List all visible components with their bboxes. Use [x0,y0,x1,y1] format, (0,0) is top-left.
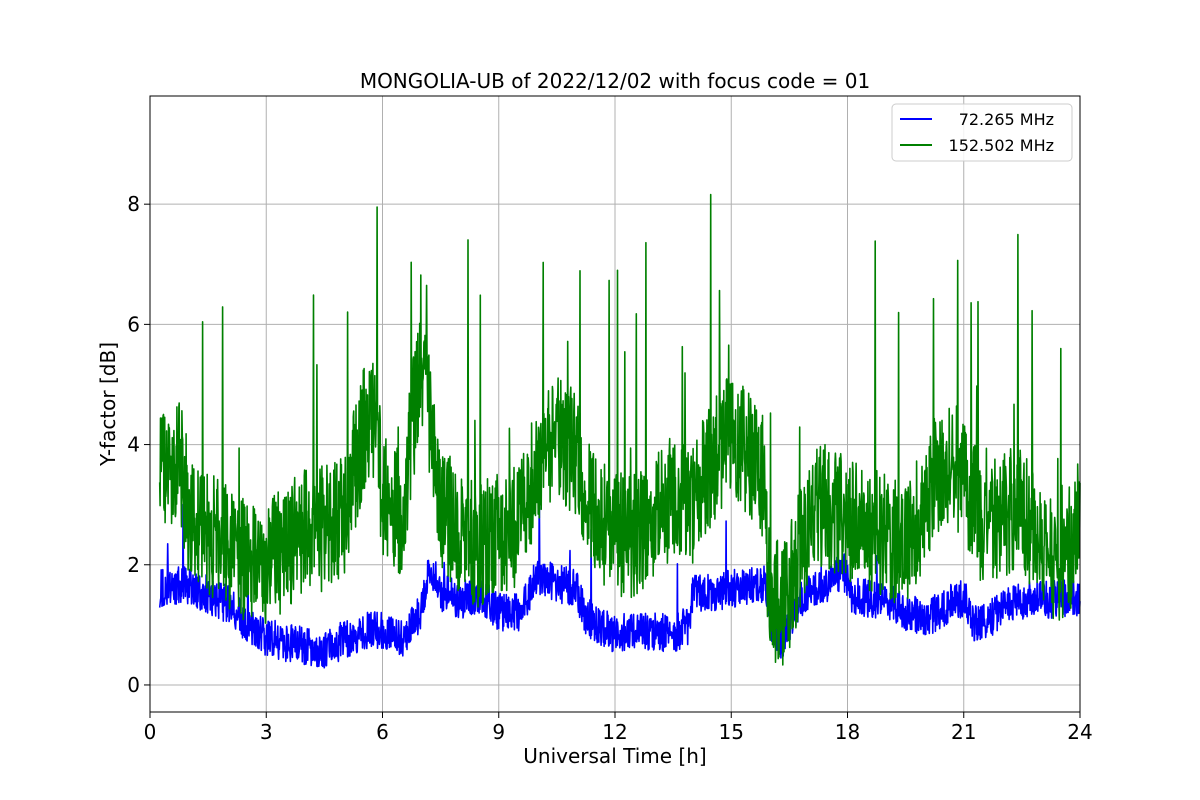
y-tick-label: 0 [127,673,140,697]
legend: 72.265 MHz 152.502 MHz [891,103,1073,162]
series-layer [158,193,1081,669]
x-tick-label: 3 [260,720,273,744]
series-line-2 [158,193,1081,666]
x-tick-label: 6 [376,720,389,744]
x-axis-label: Universal Time [h] [523,744,706,768]
x-tick-label: 18 [835,720,860,744]
y-tick-label: 8 [127,192,140,216]
x-tick-label: 15 [719,720,744,744]
y-tick-label: 2 [127,553,140,577]
x-tick-label: 24 [1067,720,1092,744]
x-tick-label: 12 [602,720,627,744]
y-axis-label: Y-factor [dB] [96,342,120,467]
x-tick-label: 9 [492,720,505,744]
chart-title: MONGOLIA-UB of 2022/12/02 with focus cod… [360,69,870,93]
legend-label: 72.265 MHz [959,110,1054,129]
y-tick-label: 4 [127,433,140,457]
y-tick-label: 6 [127,312,140,336]
x-tick-label: 21 [951,720,976,744]
legend-label: 152.502 MHz [949,136,1054,155]
legend-box [891,103,1073,162]
series-line-1 [158,486,1081,669]
x-tick-label: 0 [144,720,157,744]
